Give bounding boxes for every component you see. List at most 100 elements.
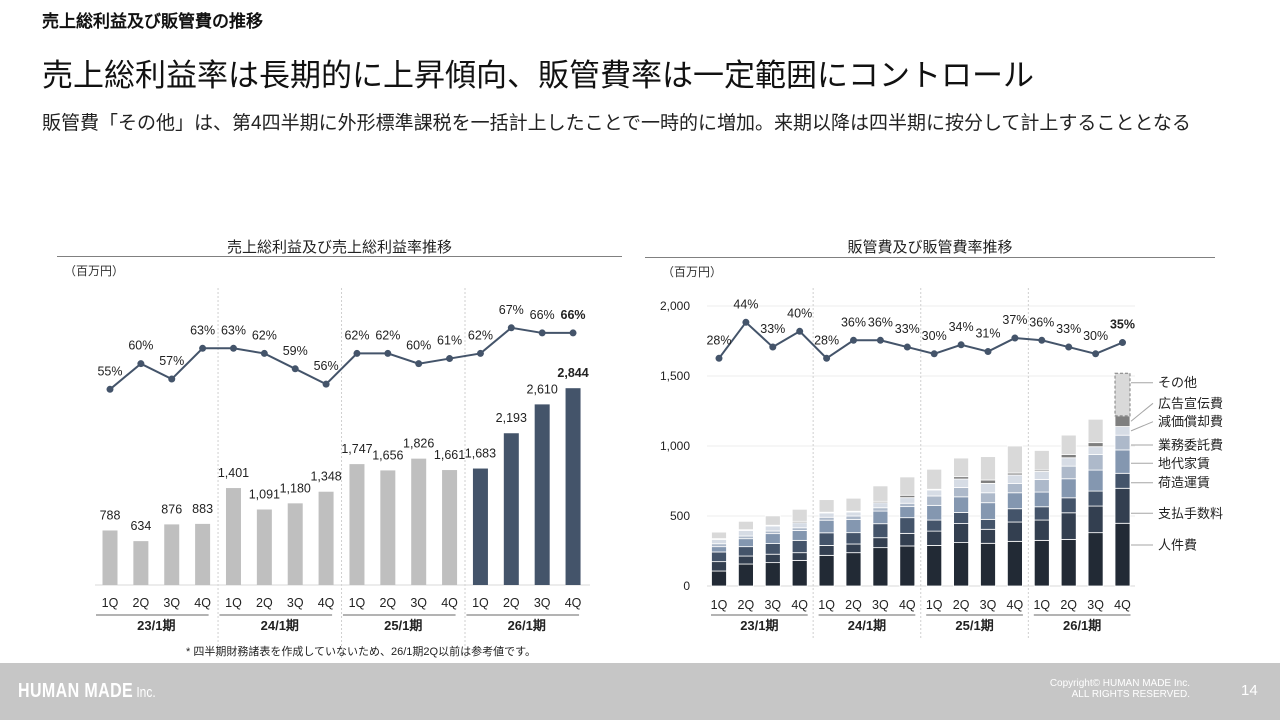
gross-profit-value-label: 788 — [100, 508, 121, 522]
gross-profit-bar — [442, 470, 458, 585]
sga-segment-2 — [845, 543, 862, 554]
sga-ratio-point — [796, 327, 804, 335]
quarter-tick-label: 1Q — [1033, 598, 1050, 612]
sga-segment-5 — [899, 502, 916, 508]
sga-segment-8 — [1114, 372, 1131, 417]
sga-ratio-point — [1065, 343, 1073, 351]
gross-margin-point — [384, 349, 392, 357]
sga-ratio-label: 33% — [760, 322, 785, 336]
sga-ratio-point — [984, 348, 992, 356]
quarter-tick-label: 2Q — [379, 596, 396, 610]
gross-profit-value-label: 1,683 — [465, 447, 496, 461]
sga-segment-1 — [1060, 538, 1077, 587]
sga-segment-8 — [872, 485, 889, 502]
sga-segment-4 — [899, 506, 916, 519]
gross-margin-point — [291, 365, 299, 373]
sga-segment-2 — [1114, 487, 1131, 524]
sga-segment-1 — [899, 545, 916, 587]
gross-profit-bar — [380, 470, 396, 585]
sga-segment-2 — [1033, 519, 1050, 541]
sga-segment-2 — [818, 545, 835, 556]
description: 販管費「その他」は、第4四半期に外形標準課税を一括計上したことで一時的に増加。来… — [42, 113, 1191, 134]
gross-profit-value-label: 876 — [161, 502, 182, 516]
sga-ratio-point — [903, 343, 911, 351]
quarter-tick-label: 4Q — [899, 598, 916, 612]
copyright-line-2: ALL RIGHTS RESERVED. — [1071, 689, 1190, 700]
sga-ratio-point — [1011, 334, 1019, 342]
sga-segment-8 — [738, 520, 754, 531]
gross-profit-value-label: 2,193 — [496, 411, 527, 425]
quarter-tick-label: 1Q — [102, 596, 119, 610]
sga-segment-2 — [738, 555, 754, 565]
gross-profit-bar — [287, 503, 303, 585]
gross-profit-bar — [503, 433, 519, 585]
sga-segment-8 — [764, 515, 781, 526]
period-label: 23/1期 — [137, 618, 175, 633]
sga-segment-6 — [1087, 446, 1104, 455]
gross-margin-label: 62% — [344, 328, 369, 342]
gross-profit-bar — [411, 458, 427, 585]
sga-segment-5 — [845, 515, 862, 520]
sga-segment-8 — [899, 476, 916, 496]
legend-item-label: 広告宣伝費 — [1158, 396, 1223, 411]
sga-segment-5 — [1114, 434, 1131, 451]
sga-segment-2 — [953, 523, 969, 543]
gross-margin-point — [168, 375, 176, 383]
gross-margin-label: 67% — [499, 303, 524, 317]
sga-ratio-label: 40% — [787, 306, 812, 320]
sga-segment-6 — [1007, 474, 1023, 484]
sga-segment-6 — [872, 502, 889, 509]
sga-segment-8 — [1007, 445, 1023, 474]
gross-margin-point — [260, 349, 268, 357]
gross-profit-unit-label: （百万円） — [64, 264, 125, 278]
legend-leader-line — [1130, 421, 1154, 432]
gross-profit-title-rule — [57, 256, 622, 257]
sga-segment-4 — [1060, 478, 1077, 499]
gross-profit-bar — [102, 530, 118, 585]
sga-segment-5 — [1087, 453, 1104, 471]
legend-item-label: 支払手数料 — [1158, 506, 1223, 521]
sga-segment-1 — [980, 542, 996, 587]
gross-profit-value-label: 1,401 — [218, 466, 249, 480]
sga-segment-3 — [1007, 508, 1023, 523]
sga-segment-1 — [1087, 532, 1104, 587]
sga-chart-title: 販管費及び販管費率推移 — [847, 239, 1013, 256]
sga-segment-1 — [1114, 522, 1131, 587]
gross-profit-value-label: 1,656 — [372, 448, 403, 462]
sga-segment-7 — [1060, 453, 1077, 459]
quarter-tick-label: 3Q — [980, 598, 997, 612]
sga-segment-5 — [1060, 465, 1077, 480]
quarter-tick-label: 3Q — [163, 596, 180, 610]
sga-segment-2 — [926, 530, 943, 546]
gross-margin-label: 63% — [221, 323, 246, 337]
gross-profit-bar — [472, 468, 488, 585]
sga-segment-5 — [711, 543, 727, 548]
sga-ratio-line — [718, 320, 1123, 360]
sga-segment-4 — [1007, 492, 1023, 510]
sga-segment-1 — [1033, 539, 1050, 587]
gross-profit-bar — [318, 491, 334, 585]
gross-margin-point — [538, 329, 546, 337]
sga-segment-4 — [953, 496, 969, 513]
gross-profit-value-label: 1,661 — [434, 448, 465, 462]
gross-margin-point — [229, 344, 237, 352]
sga-segment-6 — [980, 482, 996, 494]
y-tick-label: 1,500 — [660, 369, 690, 383]
sga-segment-6 — [1033, 471, 1050, 480]
sga-segment-3 — [872, 523, 889, 539]
gross-margin-label: 55% — [97, 364, 122, 378]
gross-profit-bar — [225, 488, 241, 585]
quarter-tick-label: 2Q — [1060, 598, 1077, 612]
sga-segment-6 — [791, 522, 808, 529]
gross-margin-label: 59% — [283, 344, 308, 358]
sga-segment-1 — [738, 563, 754, 587]
sga-segment-1 — [818, 554, 835, 587]
company-logo: HUMAN MADE Inc. — [18, 680, 156, 703]
sga-segment-7 — [1114, 415, 1131, 427]
gross-profit-bar — [565, 388, 581, 585]
sga-chart: 0 500 1,000 1,500 2,000 1Q 2Q 3Q 4Q 1Q 2Q 3Q 4Q 1Q 2Q 3… — [660, 288, 1223, 640]
quarter-tick-label: 1Q — [349, 596, 366, 610]
quarter-tick-label: 4Q — [318, 596, 335, 610]
gross-margin-label: 60% — [128, 339, 153, 353]
sga-segment-6 — [738, 530, 754, 537]
